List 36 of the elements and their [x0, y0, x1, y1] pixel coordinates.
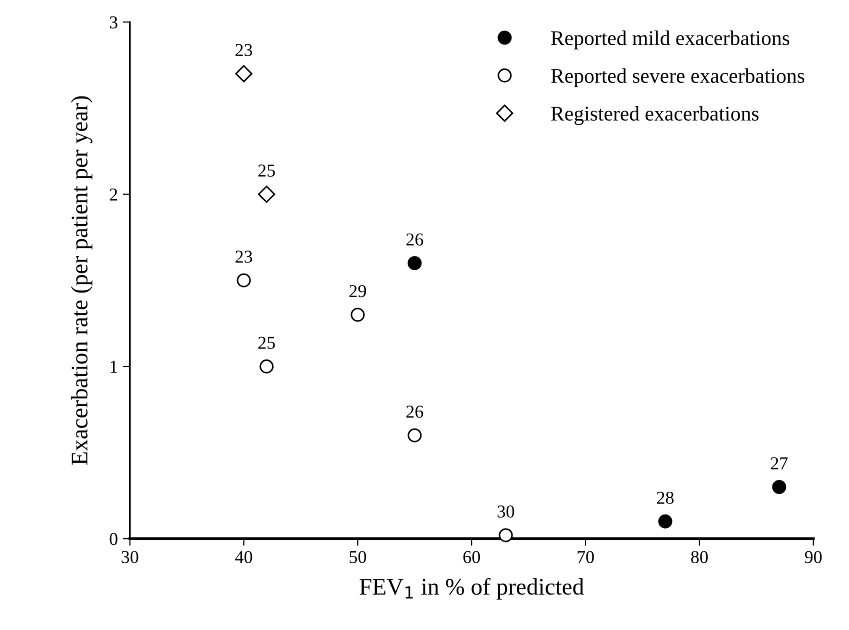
point	[658, 514, 672, 528]
annotation: 23	[236, 44, 252, 56]
point	[772, 480, 786, 494]
y-tick-label: 2	[110, 188, 118, 201]
x-tick-label: 30	[122, 550, 138, 564]
x-tick-label: 80	[691, 550, 708, 564]
point	[498, 528, 513, 542]
annotation: 29	[349, 285, 366, 298]
y-tick-label: 0	[110, 532, 118, 546]
legend-label: Registered exacerbations	[551, 106, 759, 125]
annotation: 26	[406, 406, 424, 418]
x-tick-label: 90	[804, 550, 822, 564]
point	[235, 65, 252, 82]
x-tick-label: 40	[235, 550, 252, 564]
point	[260, 359, 274, 374]
annotation: 30	[498, 505, 514, 518]
point	[258, 186, 276, 203]
annotation: 25	[258, 336, 275, 349]
annotation: 27	[770, 457, 788, 470]
x-tick-label: 70	[578, 550, 594, 564]
point	[350, 308, 365, 322]
annotation: 26	[406, 233, 424, 246]
legend-label: Reported mild exacerbations	[551, 30, 790, 50]
y-tick-label: 3	[110, 16, 118, 28]
point	[408, 256, 422, 270]
point	[236, 273, 251, 288]
annotation: 28	[657, 492, 674, 504]
x-axis-title: FEV$_{1}$ in % of predicted	[360, 578, 584, 600]
y-axis-title: Exacerbation rate (per patient per year)	[70, 96, 92, 465]
point	[408, 428, 422, 442]
legend-label: Reported severe exacerbations	[551, 68, 804, 88]
annotation: 23	[236, 250, 252, 263]
x-tick-label: 60	[463, 550, 480, 564]
annotation: 25	[258, 164, 275, 177]
x-tick-label: 50	[350, 550, 366, 564]
y-tick-label: 1	[110, 360, 118, 373]
